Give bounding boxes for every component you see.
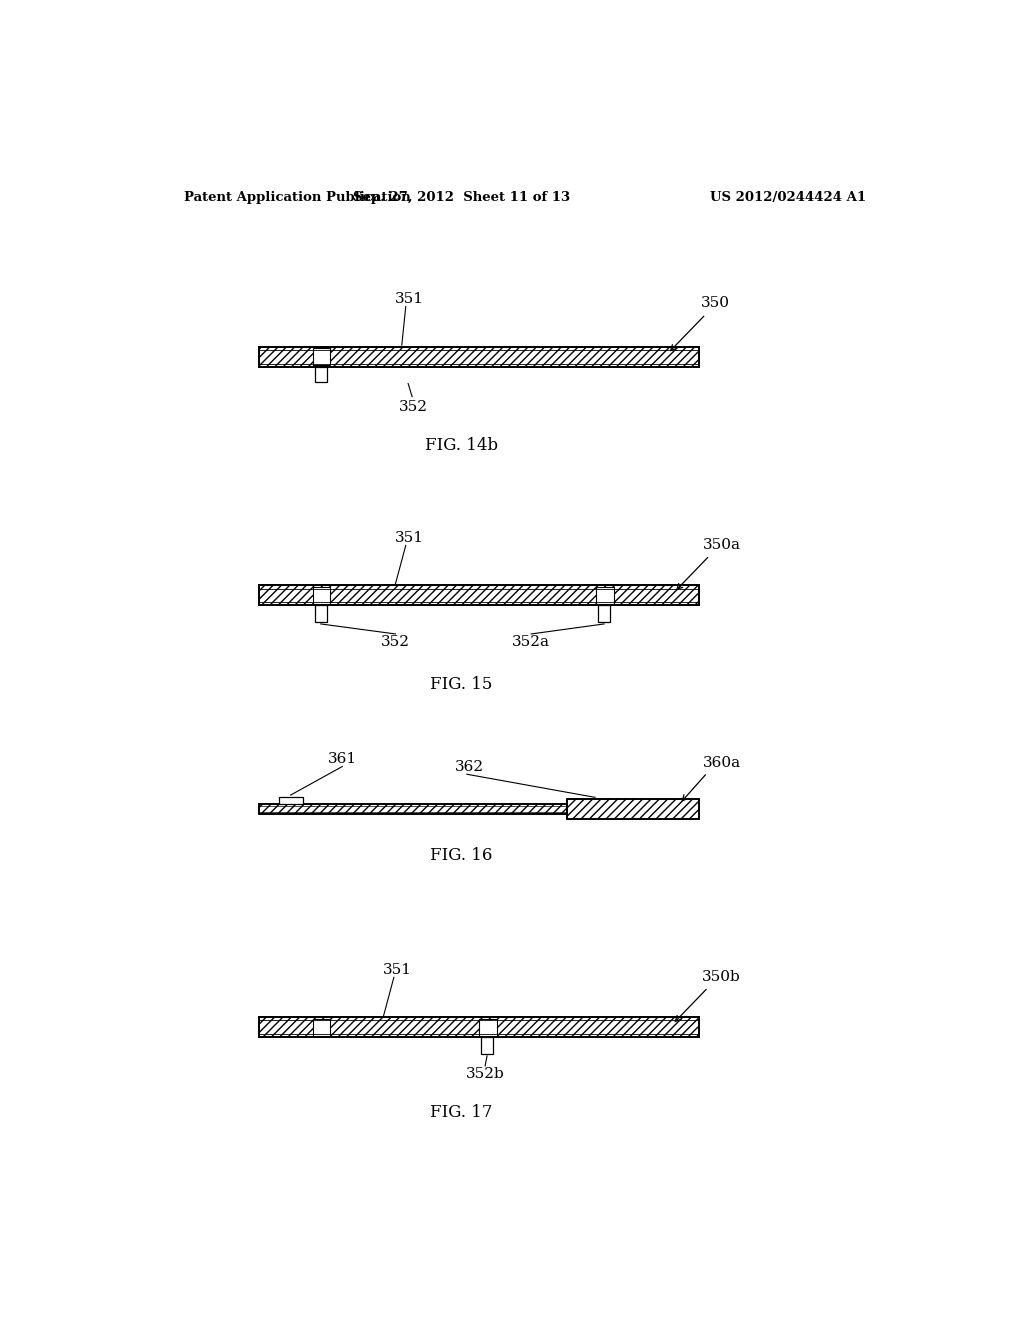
Bar	[279, 796, 303, 804]
Text: 362: 362	[455, 759, 483, 774]
Bar	[567, 799, 699, 818]
Bar	[314, 367, 327, 381]
Text: Patent Application Publication: Patent Application Publication	[183, 191, 411, 203]
Bar	[598, 606, 610, 623]
Bar	[259, 586, 699, 606]
Bar	[313, 587, 331, 605]
Text: US 2012/0244424 A1: US 2012/0244424 A1	[710, 191, 866, 203]
Text: 352: 352	[399, 400, 428, 413]
Text: FIG. 15: FIG. 15	[430, 676, 493, 693]
Bar	[259, 804, 567, 814]
Bar	[479, 1019, 497, 1036]
Text: 352a: 352a	[512, 635, 550, 648]
Bar	[313, 348, 331, 366]
Bar	[481, 1038, 494, 1055]
Bar	[567, 799, 699, 818]
Bar	[259, 347, 699, 367]
Text: 360a: 360a	[702, 755, 740, 770]
Bar	[259, 347, 699, 367]
Bar	[314, 606, 327, 623]
Text: 350b: 350b	[702, 970, 741, 985]
Bar	[259, 1018, 699, 1038]
Bar	[259, 804, 567, 814]
Bar	[596, 587, 613, 605]
Text: 352: 352	[381, 635, 410, 648]
Text: 351: 351	[383, 962, 413, 977]
Text: Sep. 27, 2012  Sheet 11 of 13: Sep. 27, 2012 Sheet 11 of 13	[352, 191, 570, 203]
Text: 351: 351	[395, 531, 424, 545]
Text: 350a: 350a	[702, 539, 740, 552]
Bar	[259, 1018, 699, 1038]
Text: FIG. 14b: FIG. 14b	[425, 437, 498, 454]
Text: 352b: 352b	[466, 1067, 505, 1081]
Text: FIG. 16: FIG. 16	[430, 846, 493, 863]
Bar	[259, 586, 699, 606]
Text: 351: 351	[395, 292, 424, 306]
Text: 361: 361	[328, 752, 356, 766]
Bar	[313, 1019, 331, 1036]
Text: 350: 350	[700, 296, 730, 310]
Text: FIG. 17: FIG. 17	[430, 1104, 493, 1121]
